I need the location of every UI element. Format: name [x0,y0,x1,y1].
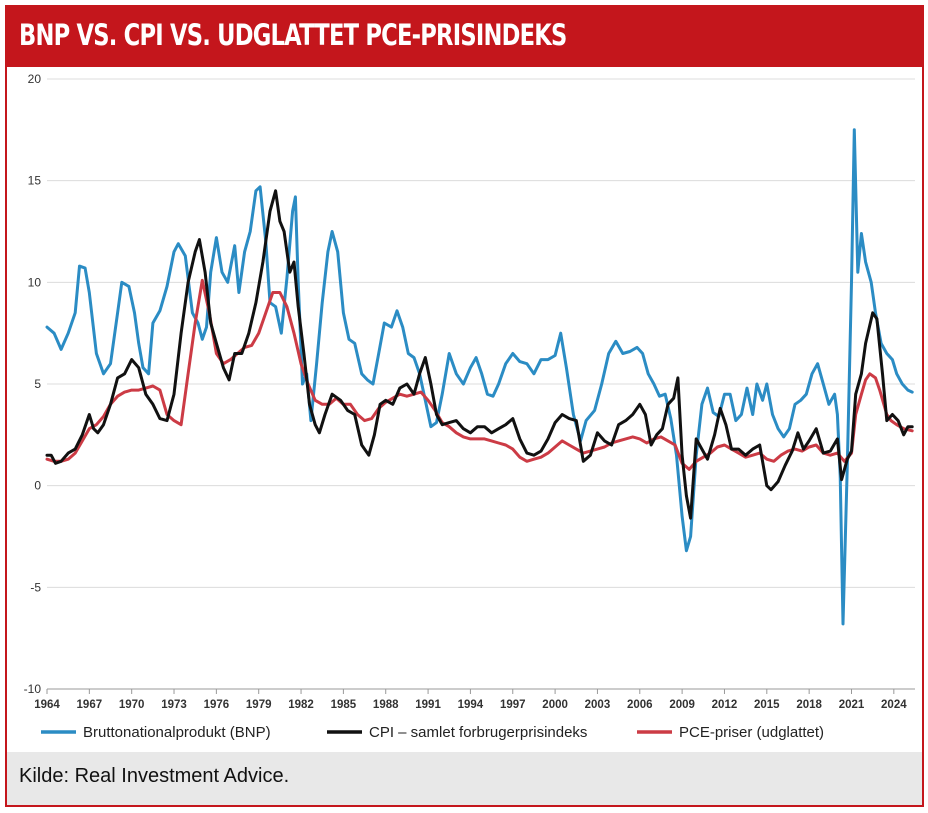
x-axis-ticks: 1964 1967 1970 1973 1976 1979 1982 1985 1988 1991… [34,699,907,711]
x-tick-label: 2012 [712,699,738,711]
x-tick-label: 2009 [669,699,695,711]
y-tick-label: 10 [28,275,42,289]
x-tick-label: 2024 [881,699,907,711]
source-bar: Kilde: Real Investment Advice. [7,752,922,805]
legend: Bruttonationalprodukt (BNP) CPI – samlet … [41,724,824,741]
x-tick-label: 2000 [542,699,568,711]
x-tick-label: 1994 [458,699,484,711]
x-tick-label: 2018 [796,699,822,711]
y-tick-label: 20 [28,72,42,86]
x-axis [46,688,915,694]
x-tick-label: 1991 [415,699,441,711]
x-tick-label: 1985 [331,699,357,711]
x-tick-label: 1967 [77,699,103,711]
y-tick-label: -10 [24,682,42,696]
series-line-2 [45,278,914,471]
grid-lines [47,78,915,690]
source-text: Kilde: Real Investment Advice. [19,765,290,787]
x-tick-label: 2021 [839,699,865,711]
x-tick-label: 1973 [161,699,187,711]
x-tick-label: 1997 [500,699,526,711]
x-tick-label: 1976 [204,699,230,711]
x-tick-label: 2003 [585,699,611,711]
x-tick-label: 1979 [246,699,272,711]
y-axis-ticks: 20 15 10 5 0 -5 -10 [24,72,42,696]
y-tick-label: -5 [30,580,41,594]
x-tick-label: 1982 [288,699,314,711]
page-title: BNP VS. CPI VS. UDGLATTET PCE-PRISINDEKS [19,18,567,52]
x-tick-label: 2006 [627,699,653,711]
x-tick-label: 1964 [34,699,60,711]
y-tick-label: 5 [34,377,41,391]
legend-label-0: Bruttonationalprodukt (BNP) [83,724,271,741]
x-tick-label: 1988 [373,699,399,711]
y-tick-label: 0 [34,479,41,493]
x-tick-label: 1970 [119,699,145,711]
series-lines [45,128,914,626]
series-line-1 [45,189,914,520]
y-tick-label: 15 [28,174,42,188]
title-banner: BNP VS. CPI VS. UDGLATTET PCE-PRISINDEKS [7,7,922,67]
legend-label-2: PCE-priser (udglattet) [679,724,824,741]
legend-label-1: CPI – samlet forbrugerprisindeks [369,724,587,741]
chart-frame: BNP VS. CPI VS. UDGLATTET PCE-PRISINDEKS… [5,5,924,807]
series-line-0 [45,128,914,626]
x-tick-label: 2015 [754,699,780,711]
